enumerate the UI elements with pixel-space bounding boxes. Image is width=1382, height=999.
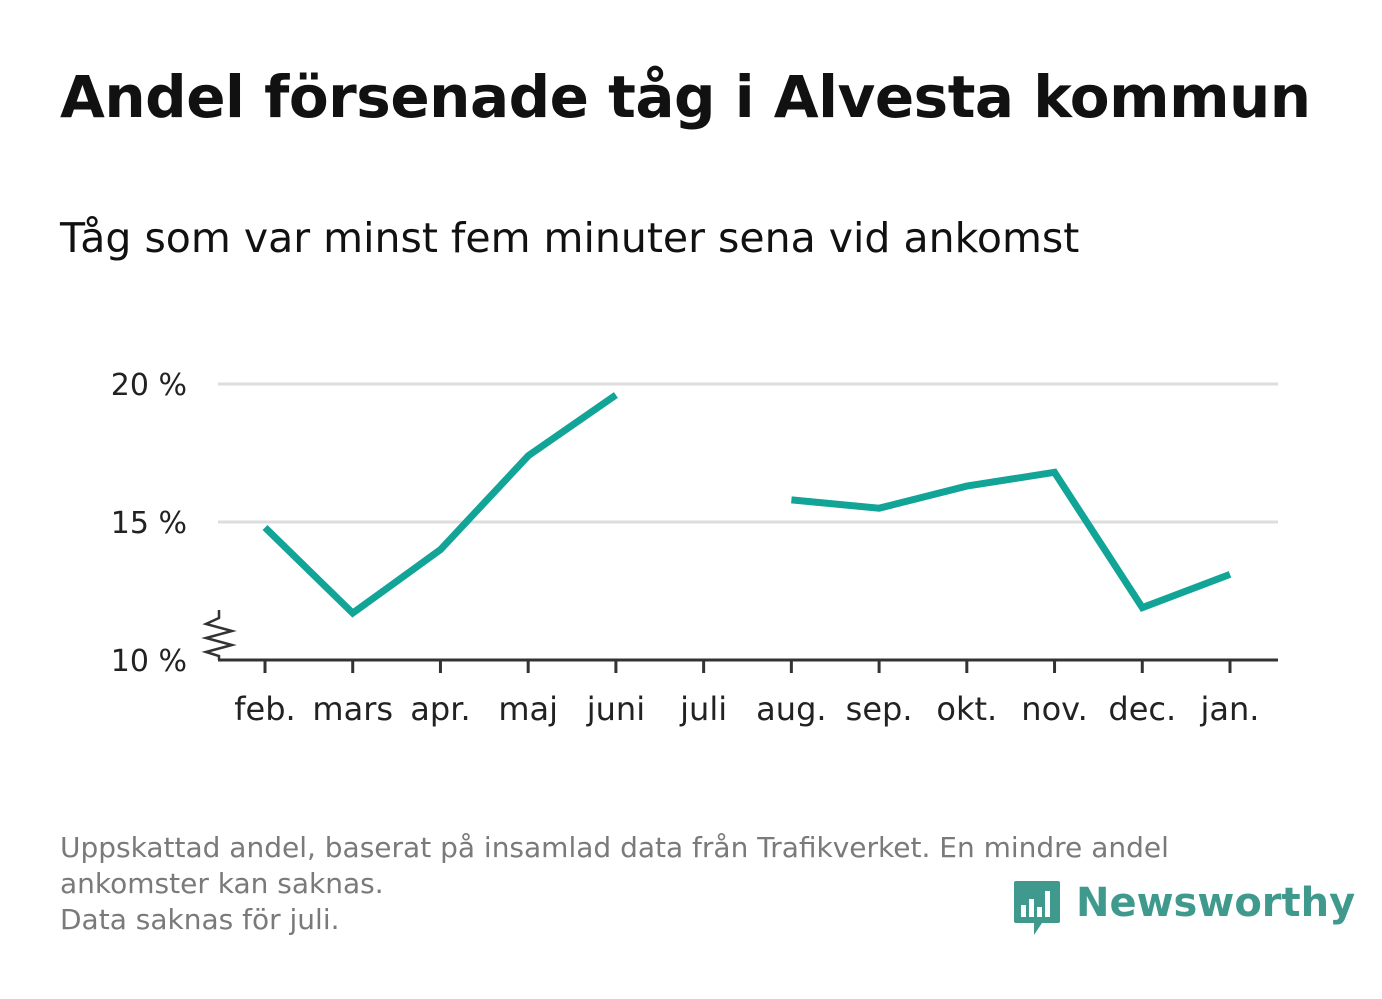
footnote-line: Uppskattad andel, baserat på insamlad da… [60, 831, 1169, 864]
x-axis [201, 610, 1278, 673]
x-tick-label: dec. [1108, 690, 1176, 728]
y-tick-label: 20 % [111, 368, 187, 403]
x-tick-label: mars [312, 690, 393, 728]
y-tick-label: 15 % [111, 506, 187, 541]
x-tick-label: sep. [846, 690, 913, 728]
brand: Newsworthy [1012, 878, 1355, 938]
footnote-line: ankomster kan saknas. [60, 867, 384, 900]
gridlines [218, 382, 1278, 524]
x-tick-label: juni [586, 690, 645, 728]
chart-title: Andel försenade tåg i Alvesta kommun [60, 63, 1311, 131]
y-tick-label: 10 % [111, 644, 187, 679]
series-lines [262, 392, 1232, 618]
series-line [262, 392, 618, 618]
x-tick-label: apr. [410, 690, 470, 728]
x-tick-label: aug. [756, 690, 826, 728]
x-tick-label: nov. [1021, 690, 1087, 728]
y-axis-break-icon [201, 610, 237, 660]
footnote-line: Data saknas för juli. [60, 903, 340, 936]
x-tick-label: jan. [1200, 690, 1260, 728]
footnote: Uppskattad andel, baserat på insamlad da… [60, 830, 1320, 938]
x-tick-label: juli [679, 690, 727, 728]
x-axis-tick-labels: feb. mars apr. maj juni juli aug. sep. okt. nov. d… [234, 690, 1259, 728]
brand-name: Newsworthy [1076, 880, 1356, 926]
x-tick-label: feb. [234, 690, 295, 728]
series-line [791, 468, 1232, 612]
x-tick-label: okt. [936, 690, 997, 728]
line-chart: 10 % 15 % 20 % feb. mars apr. maj juni juli aug.… [111, 368, 1278, 728]
y-axis-tick-labels: 10 % 15 % 20 % [111, 368, 187, 679]
x-tick-label: maj [498, 690, 558, 728]
chart-subtitle: Tåg som var minst fem minuter sena vid a… [60, 214, 1080, 262]
newsworthy-logo-icon [1014, 881, 1060, 935]
